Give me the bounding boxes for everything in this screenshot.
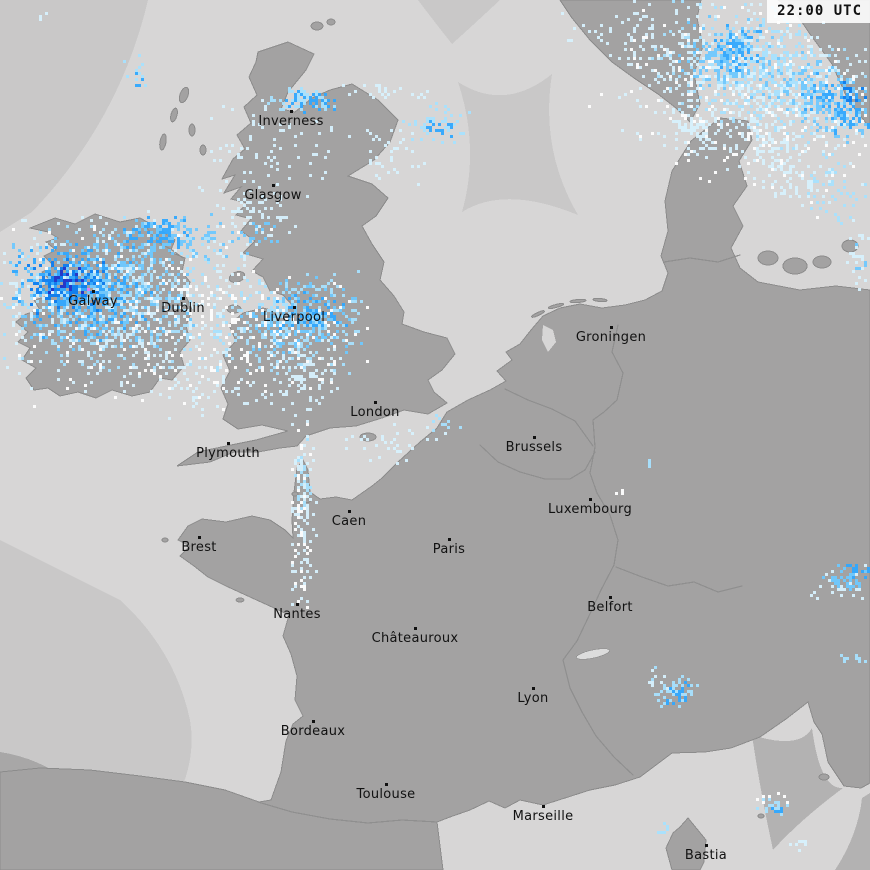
island-orkney-1 <box>310 21 324 31</box>
border-belgium-netherlands <box>504 388 594 447</box>
island-zealand <box>782 257 808 275</box>
coverage-shade-northsea <box>458 74 578 215</box>
border-netherlands-germany <box>592 324 624 448</box>
island-wadden-2 <box>547 302 565 310</box>
island-wadden-1 <box>531 310 545 318</box>
island-hebrides-5 <box>199 144 207 156</box>
coverage-shade-ligurian <box>752 728 843 850</box>
island-hebrides-1 <box>178 86 190 104</box>
timestamp-badge: 22:00 UTC <box>767 0 870 23</box>
precipitation-layer <box>0 0 870 852</box>
island-hebrides-2 <box>170 107 178 123</box>
island-hebrides-3 <box>188 123 196 137</box>
border-layer <box>146 227 743 824</box>
island-capraia <box>757 813 765 819</box>
coverage-shade-northsea-top <box>418 0 500 44</box>
border-belgium-france <box>479 444 596 480</box>
island-funen <box>757 250 779 266</box>
border-germany-luxembourg-france <box>589 446 619 591</box>
island-wadden-4 <box>592 297 608 303</box>
island-orkney-2 <box>326 18 336 26</box>
coverage-shade-biscay-outer <box>0 540 192 792</box>
island-belle-ile <box>235 597 245 603</box>
border-france-spain <box>257 801 438 824</box>
island-guernsey <box>291 491 299 497</box>
timestamp-label: 22:00 UTC <box>777 3 862 19</box>
land-corsica <box>665 817 707 870</box>
island-ushant <box>161 537 169 543</box>
island-danish-east <box>812 255 832 269</box>
lake-ijsselmeer <box>542 325 556 352</box>
border-denmark-germany <box>663 254 741 263</box>
island-hebrides-4 <box>159 133 167 151</box>
island-elba <box>818 773 830 781</box>
island-wadden-3 <box>569 298 587 304</box>
coverage-shade-corner-se <box>835 793 870 870</box>
lake-geneva <box>576 648 610 660</box>
border-france-switzerland-italy <box>562 589 634 776</box>
border-switzerland-germany <box>615 566 743 593</box>
coverage-shade-topleft <box>0 0 148 232</box>
